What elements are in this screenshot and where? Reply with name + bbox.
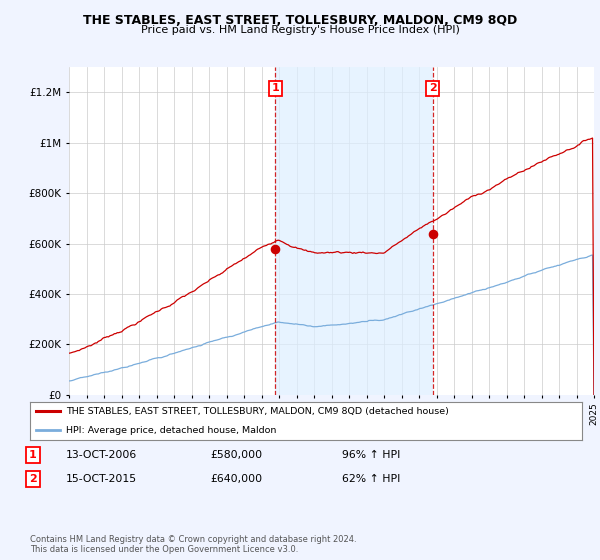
Bar [275,67,433,395]
Text: HPI: Average price, detached house, Maldon: HPI: Average price, detached house, Mald… [66,426,276,435]
Text: Contains HM Land Registry data © Crown copyright and database right 2024.: Contains HM Land Registry data © Crown c… [30,535,356,544]
Text: 13-OCT-2006: 13-OCT-2006 [66,450,137,460]
Text: 1: 1 [271,83,279,94]
Text: £640,000: £640,000 [210,474,262,484]
Text: 15-OCT-2015: 15-OCT-2015 [66,474,137,484]
Text: THE STABLES, EAST STREET, TOLLESBURY, MALDON, CM9 8QD (detached house): THE STABLES, EAST STREET, TOLLESBURY, MA… [66,407,449,416]
Text: 96% ↑ HPI: 96% ↑ HPI [342,450,400,460]
Point [271,244,280,253]
Text: 2: 2 [429,83,437,94]
Text: 62% ↑ HPI: 62% ↑ HPI [342,474,400,484]
Text: 1: 1 [29,450,37,460]
Point [428,229,437,238]
Text: This data is licensed under the Open Government Licence v3.0.: This data is licensed under the Open Gov… [30,545,298,554]
Text: Price paid vs. HM Land Registry's House Price Index (HPI): Price paid vs. HM Land Registry's House … [140,25,460,35]
Text: £580,000: £580,000 [210,450,262,460]
Text: THE STABLES, EAST STREET, TOLLESBURY, MALDON, CM9 8QD: THE STABLES, EAST STREET, TOLLESBURY, MA… [83,14,517,27]
Text: 2: 2 [29,474,37,484]
